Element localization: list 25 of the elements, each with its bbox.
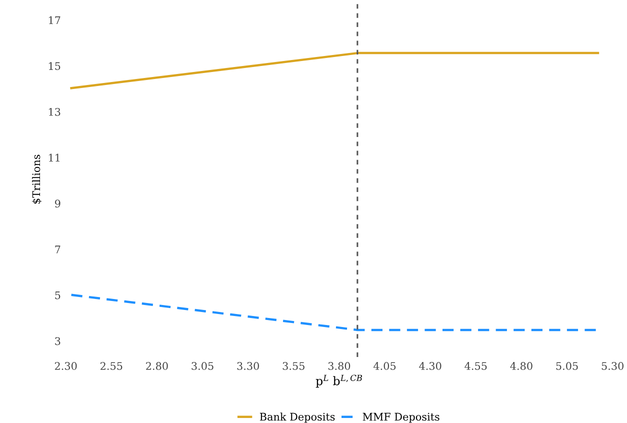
- x-tick-label: 3.55: [282, 362, 304, 370]
- y-tick-label: 13: [48, 108, 60, 116]
- x-tick-label: 2.80: [146, 362, 168, 370]
- y-axis-title: $Trillions: [32, 154, 42, 204]
- x-axis-title: p$^{L}$ b$^{L,CB}$: [316, 374, 362, 388]
- x-tick-label: 4.05: [373, 362, 396, 370]
- y-tick-label: 3: [55, 337, 60, 346]
- x-tick-label: 5.05: [556, 362, 578, 370]
- y-tick-label: 5: [55, 291, 60, 300]
- x-tick-label: 4.80: [510, 362, 532, 370]
- y-tick-label: 17: [48, 16, 60, 24]
- x-tick-label: 5.30: [602, 362, 624, 370]
- x-tick-label: 4.30: [419, 362, 442, 370]
- x-tick-label: 3.80: [328, 362, 350, 370]
- y-tick-label: 11: [48, 154, 60, 162]
- y-tick-label: 9: [55, 200, 60, 208]
- legend-label: MMF Deposits: [362, 412, 440, 423]
- x-tick-label: 2.30: [54, 362, 77, 370]
- x-tick-label: 3.30: [237, 362, 259, 370]
- x-tick-label: 3.05: [192, 362, 214, 370]
- x-tick-label: 2.55: [100, 362, 122, 370]
- legend-label: Bank Deposits: [260, 412, 335, 423]
- y-tick-label: 15: [48, 62, 60, 70]
- x-tick-label: 4.55: [464, 362, 487, 370]
- y-tick-label: 7: [55, 246, 60, 254]
